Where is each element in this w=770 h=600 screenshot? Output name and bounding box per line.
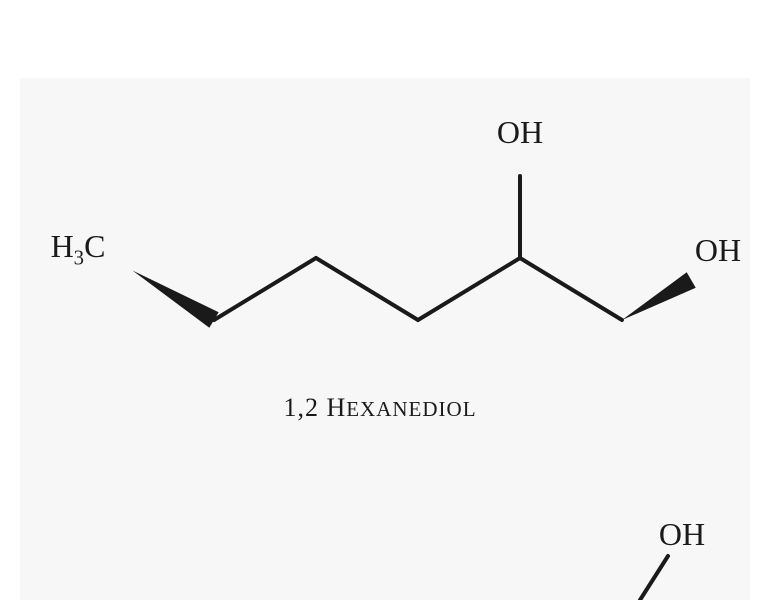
atom-label: OH: [497, 116, 543, 148]
bond-line: [418, 258, 520, 320]
bond-wedge: [133, 270, 219, 327]
bond-wedge: [622, 272, 696, 320]
diagram-canvas: 1,2 HEXANEDIOL H3C OH OH OH: [0, 0, 770, 600]
atom-label: H3C: [51, 230, 106, 262]
bond-line: [520, 258, 622, 320]
bond-line: [214, 258, 316, 320]
molecule-structure: [0, 0, 770, 600]
atom-label: OH: [695, 234, 741, 266]
fragment-bond: [640, 556, 668, 600]
molecule-caption: 1,2 HEXANEDIOL: [283, 393, 476, 423]
fragment-label: OH: [659, 518, 705, 550]
bond-line: [316, 258, 418, 320]
